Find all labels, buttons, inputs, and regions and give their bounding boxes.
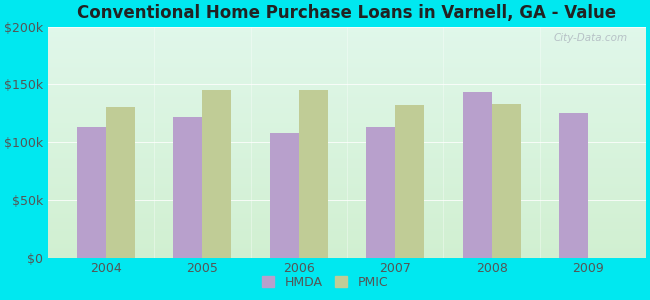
- Bar: [463, 92, 491, 258]
- Bar: [299, 90, 328, 258]
- Legend: HMDA, PMIC: HMDA, PMIC: [257, 271, 393, 294]
- Bar: [174, 117, 202, 258]
- Bar: [270, 133, 299, 258]
- Bar: [202, 90, 231, 258]
- Bar: [491, 104, 521, 258]
- Bar: [395, 105, 424, 258]
- Bar: [106, 107, 135, 258]
- Bar: [366, 127, 395, 258]
- Title: Conventional Home Purchase Loans in Varnell, GA - Value: Conventional Home Purchase Loans in Varn…: [77, 4, 617, 22]
- Text: City-Data.com: City-Data.com: [554, 33, 628, 43]
- Bar: [559, 113, 588, 258]
- Bar: [77, 127, 106, 258]
